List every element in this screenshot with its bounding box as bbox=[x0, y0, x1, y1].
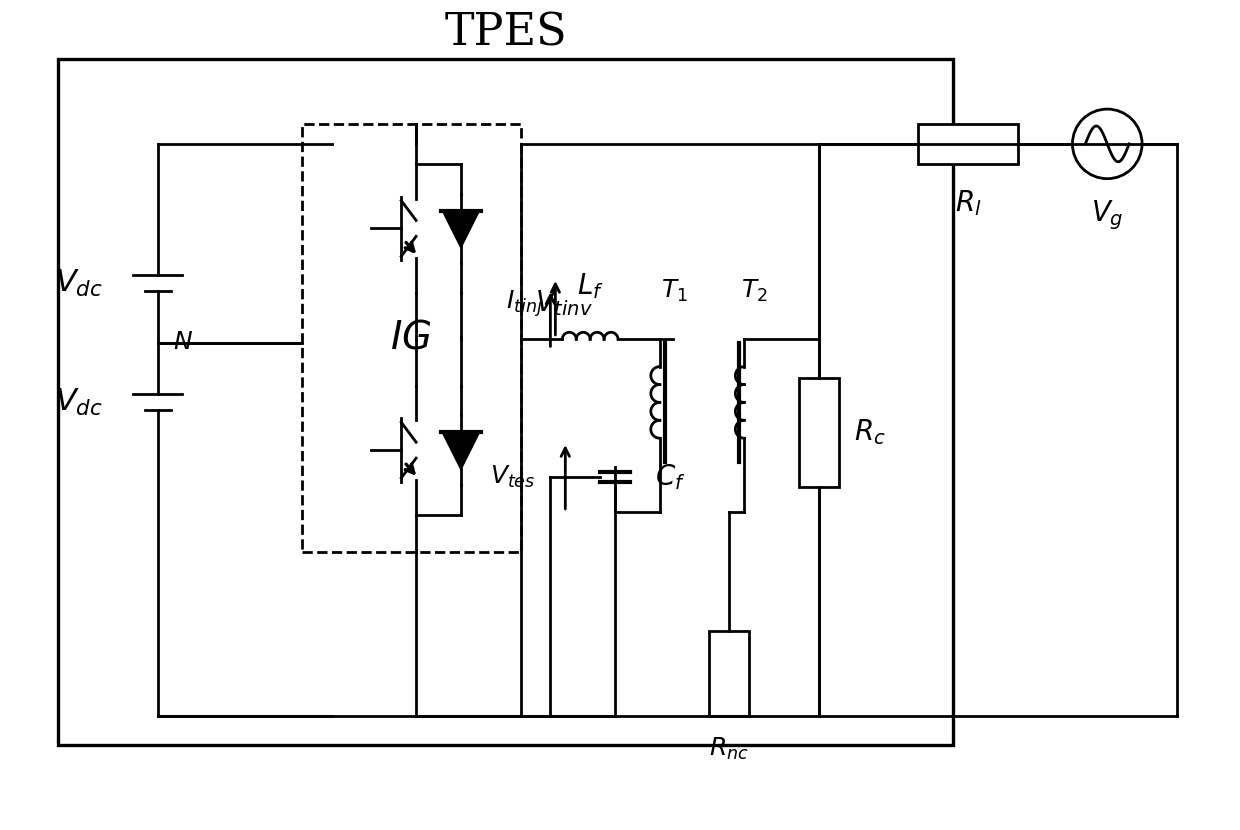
Bar bbox=[58, 60, 954, 745]
Bar bbox=[919, 124, 1018, 164]
Polygon shape bbox=[443, 432, 479, 468]
Text: $T_2$: $T_2$ bbox=[742, 278, 768, 305]
Text: TPES: TPES bbox=[444, 12, 567, 55]
Text: $N$: $N$ bbox=[172, 331, 192, 354]
Text: $V_g$: $V_g$ bbox=[1091, 198, 1123, 232]
Text: $I_{tinj}$: $I_{tinj}$ bbox=[506, 289, 543, 320]
Text: $R_l$: $R_l$ bbox=[955, 188, 981, 218]
Text: $V_{tinv}$: $V_{tinv}$ bbox=[536, 288, 594, 318]
Text: $V_{tes}$: $V_{tes}$ bbox=[490, 464, 536, 490]
Text: $V_{dc}$: $V_{dc}$ bbox=[55, 267, 103, 299]
Text: $V_{dc}$: $V_{dc}$ bbox=[55, 387, 103, 418]
Bar bbox=[709, 631, 749, 715]
Text: $C_f$: $C_f$ bbox=[655, 462, 686, 492]
Text: $R_{nc}$: $R_{nc}$ bbox=[709, 735, 749, 762]
Text: $L_f$: $L_f$ bbox=[577, 271, 604, 301]
Text: $IG$: $IG$ bbox=[391, 319, 432, 357]
Text: $T_1$: $T_1$ bbox=[661, 278, 688, 305]
Polygon shape bbox=[443, 211, 479, 247]
Text: $R_c$: $R_c$ bbox=[853, 417, 885, 447]
Bar bbox=[799, 378, 838, 487]
Bar bbox=[301, 124, 521, 552]
